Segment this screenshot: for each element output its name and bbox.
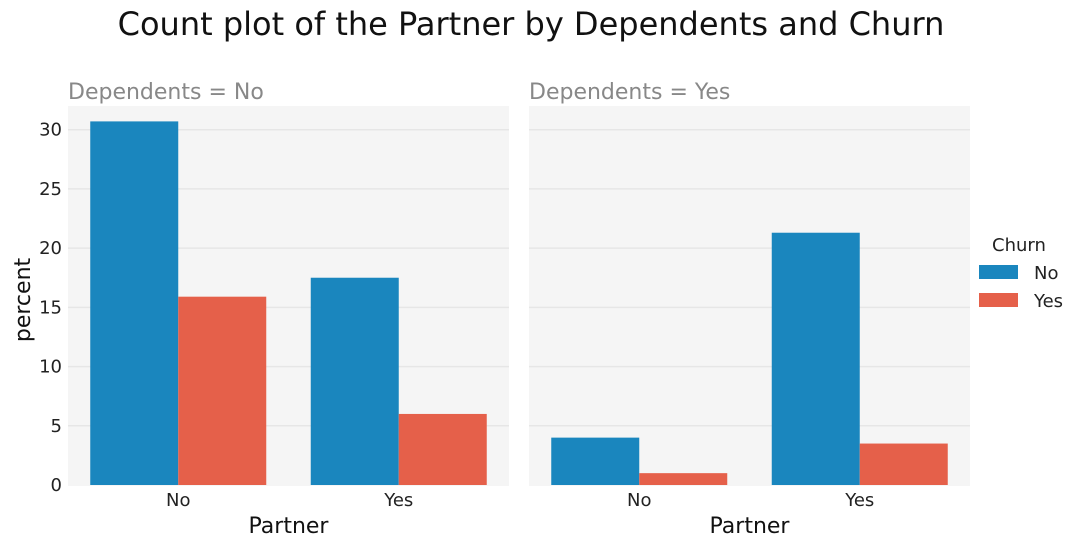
bar-yes-yes [398,413,487,485]
legend-swatch-yes [979,293,1018,307]
legend-label: Yes [1033,291,1063,312]
facet-title: Dependents = Yes [529,80,730,105]
y-tick-label: 5 [51,416,62,437]
x-axis-label: Partner [710,514,791,539]
chart-title: Count plot of the Partner by Dependents … [118,5,945,43]
facet-panel: Dependents = No 0 5 10 15 20 25 30 No Yes Partner [39,80,509,539]
legend-label: No [1034,263,1058,284]
y-tick-label: 0 [51,475,62,496]
bar-no-yes [771,232,860,485]
x-axis-label: Partner [249,514,330,539]
facet-title: Dependents = No [68,80,264,105]
facet-panel: Dependents = Yes No Yes Partner [529,80,970,539]
y-tick-label: 30 [39,120,62,141]
bar-yes-no [178,296,267,485]
y-tick-label: 15 [39,297,62,318]
legend-title: Churn [992,235,1046,256]
y-axis-label: percent [11,257,36,342]
legend: No Yes [979,263,1063,312]
bar-yes-no [639,473,728,485]
x-tick-label: Yes [844,490,874,511]
y-tick-label: 10 [39,357,62,378]
y-tick-label: 25 [39,179,62,200]
x-tick-label: Yes [383,490,413,511]
panel-background [529,106,970,486]
legend-swatch-no [979,265,1018,279]
bar-no-no [551,437,640,485]
bar-yes-yes [859,443,948,485]
y-tick-label: 20 [39,238,62,259]
x-tick-label: No [166,490,190,511]
bar-no-no [90,121,179,485]
bar-no-yes [310,277,399,485]
x-tick-label: No [627,490,651,511]
